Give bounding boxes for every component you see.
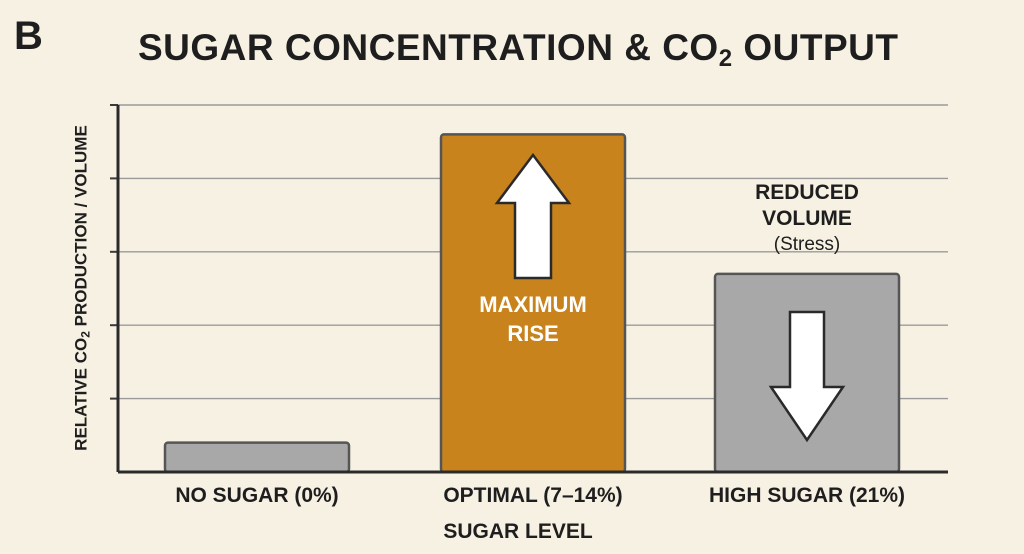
annotation-reduced-line3: (Stress): [773, 234, 841, 255]
chart-title-main: SUGAR CONCENTRATION & CO: [138, 27, 719, 68]
x-tick-label-high-sugar: HIGH SUGAR (21%): [708, 484, 906, 507]
panel-letter: B: [14, 14, 43, 58]
bar-0: [163, 441, 351, 474]
x-axis-label: SUGAR LEVEL: [443, 520, 593, 543]
down-arrow-icon: [768, 310, 846, 443]
annotation-reduced-line1: REDUCED: [755, 181, 859, 204]
up-arrow-icon: [494, 152, 572, 280]
annotation-maximum-rise: MAXIMUM RISE: [479, 290, 587, 348]
chart-title: SUGAR CONCENTRATION & CO2 OUTPUT: [138, 27, 898, 73]
annotation-reduced-line2: VOLUME: [762, 207, 852, 230]
x-tick-label-optimal: OPTIMAL (7–14%): [443, 484, 623, 507]
chart-title-end: OUTPUT: [732, 27, 899, 68]
annotation-maximum-rise-line2: RISE: [507, 321, 559, 346]
annotation-reduced-volume: REDUCED VOLUME (Stress): [755, 180, 859, 258]
annotation-maximum-rise-line1: MAXIMUM: [479, 292, 587, 317]
x-tick-label-no-sugar: NO SUGAR (0%): [175, 484, 339, 507]
chart-title-subscript: 2: [718, 45, 733, 72]
